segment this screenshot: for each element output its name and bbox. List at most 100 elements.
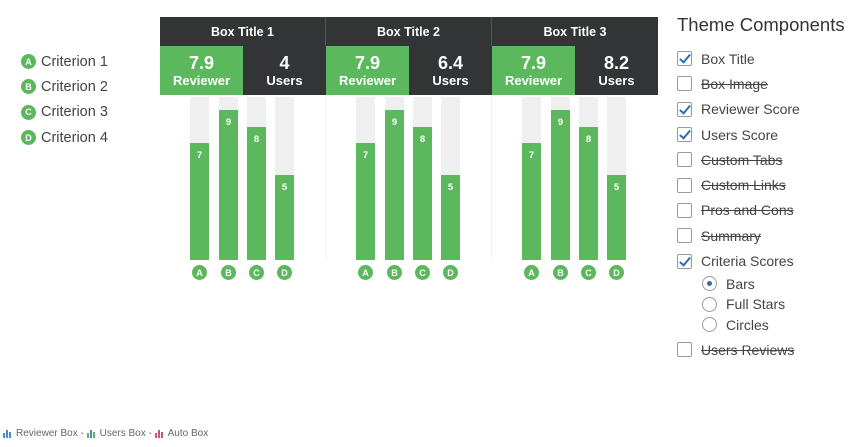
bar-fill: 9: [385, 110, 404, 260]
checkbox[interactable]: [677, 101, 692, 117]
bar-fill: 5: [275, 175, 294, 260]
bar-criterion-badge: D: [443, 265, 458, 280]
bar-track: 9: [551, 97, 570, 260]
users-score-value: 8.2: [603, 52, 630, 73]
checkbox[interactable]: [677, 342, 692, 358]
bar-value: 9: [557, 117, 564, 128]
bar-value: 9: [391, 117, 398, 128]
box-title: Box Title 2: [326, 17, 492, 46]
checkbox[interactable]: [677, 152, 692, 168]
review-box-3: Box Title 3 7.9 Reviewer 8.2 Users 7 A 9 B 8…: [492, 17, 658, 285]
option-label: Custom Links: [701, 177, 786, 194]
bar-value: 8: [585, 134, 592, 145]
criteria-bars: 7 A 9 B 8 C 5 D: [160, 95, 326, 285]
theme-options-list: Box Title Box Image Reviewer Score Users Sc…: [677, 46, 850, 274]
checkbox[interactable]: [677, 76, 692, 92]
criterion-badge: D: [21, 130, 36, 146]
score-row: 7.9 Reviewer 4 Users: [160, 46, 326, 95]
auto-box-link[interactable]: Auto Box: [167, 428, 209, 439]
criteria-legend: A Criterion 1 B Criterion 2 C Criterion …: [21, 49, 108, 150]
option-users-reviews[interactable]: Users Reviews: [677, 337, 850, 362]
option-criteria-scores[interactable]: Criteria Scores: [677, 248, 850, 273]
bar-criterion-badge: A: [358, 265, 373, 280]
bar-value: 7: [528, 150, 535, 161]
footer-separator: -: [77, 428, 87, 439]
bar-track: 7: [356, 97, 375, 260]
reviewer-score-label: Reviewer: [172, 72, 231, 88]
radio-button[interactable]: [702, 296, 717, 312]
option-pros-and-cons[interactable]: Pros and Cons: [677, 198, 850, 223]
bar-criterion-badge: B: [553, 265, 568, 280]
option-label: Full Stars: [726, 296, 786, 313]
bar-track: 7: [190, 97, 209, 260]
option-label: Reviewer Score: [701, 101, 800, 118]
box-title: Box Title 1: [160, 17, 326, 46]
option-label: Box Title: [701, 50, 755, 67]
checkbox[interactable]: [677, 202, 692, 218]
bar-fill: 9: [219, 110, 238, 260]
criteria-style-bars[interactable]: Bars: [702, 274, 850, 295]
bar-criterion-badge: A: [192, 265, 207, 280]
criteria-style-options: Bars Full Stars Circles: [677, 274, 850, 336]
checkbox[interactable]: [677, 253, 692, 269]
theme-options-list-end: Users Reviews: [677, 337, 850, 362]
radio-button[interactable]: [702, 276, 717, 292]
option-label: Bars: [726, 275, 755, 292]
legend-item: D Criterion 4: [21, 125, 108, 150]
option-custom-tabs[interactable]: Custom Tabs: [677, 147, 850, 172]
reviewer-score-value: 7.9: [354, 52, 381, 73]
bar-fill: 7: [190, 143, 209, 260]
bar-value: 5: [613, 182, 620, 193]
bar-fill: 9: [551, 110, 570, 260]
review-boxes: Box Title 1 7.9 Reviewer 4 Users 7 A 9 B 8 C 5…: [160, 17, 658, 285]
option-box-title[interactable]: Box Title: [677, 46, 850, 71]
option-reviewer-score[interactable]: Reviewer Score: [677, 97, 850, 122]
option-summary[interactable]: Summary: [677, 223, 850, 248]
reviewer-score-label: Reviewer: [338, 72, 397, 88]
box-title: Box Title 3: [492, 17, 658, 46]
option-label: Summary: [701, 227, 761, 244]
bar-fill: 5: [607, 175, 626, 260]
criteria-bars: 7 A 9 B 8 C 5 D: [492, 95, 658, 285]
bar-value: 7: [196, 150, 203, 161]
bar-track: 9: [385, 97, 404, 260]
chart-icon: [86, 429, 97, 438]
bar-criterion-badge: B: [221, 265, 236, 280]
bar-value: 8: [253, 134, 260, 145]
users-score: 8.2 Users: [575, 46, 658, 95]
bar-fill: 8: [247, 127, 266, 260]
criteria-style-full-stars[interactable]: Full Stars: [702, 294, 850, 315]
reviewer-score: 7.9 Reviewer: [160, 46, 243, 95]
users-score-value: 6.4: [437, 52, 464, 73]
legend-item: C Criterion 3: [21, 100, 108, 125]
users-score: 6.4 Users: [409, 46, 492, 95]
checkbox[interactable]: [677, 177, 692, 193]
bar-track: 8: [247, 97, 266, 260]
checkbox[interactable]: [677, 228, 692, 244]
radio-button[interactable]: [702, 317, 717, 333]
reviewer-score: 7.9 Reviewer: [492, 46, 575, 95]
criterion-badge: C: [21, 104, 36, 120]
criteria-bars: 7 A 9 B 8 C 5 D: [326, 95, 492, 285]
theme-components-title: Theme Components: [677, 14, 845, 35]
legend-item: B Criterion 2: [21, 74, 108, 99]
bar-track: 8: [579, 97, 598, 260]
reviewer-score-value: 7.9: [520, 52, 547, 73]
option-custom-links[interactable]: Custom Links: [677, 172, 850, 197]
option-box-image[interactable]: Box Image: [677, 71, 850, 96]
checkbox[interactable]: [677, 127, 692, 143]
chart-icon: [154, 429, 165, 438]
theme-components-panel: Theme Components Box Title Box Image Revie…: [677, 14, 850, 362]
review-box-2: Box Title 2 7.9 Reviewer 6.4 Users 7 A 9 B 8…: [326, 17, 492, 285]
criteria-style-circles[interactable]: Circles: [702, 315, 850, 336]
option-users-score[interactable]: Users Score: [677, 122, 850, 147]
option-label: Box Image: [701, 75, 768, 92]
checkbox[interactable]: [677, 51, 692, 67]
bar-criterion-badge: B: [387, 265, 402, 280]
bar-value: 7: [362, 150, 369, 161]
criterion-badge: B: [21, 79, 36, 95]
reviewer-box-link[interactable]: Reviewer Box: [16, 428, 78, 439]
bar-criterion-badge: D: [609, 265, 624, 280]
reviewer-score: 7.9 Reviewer: [326, 46, 409, 95]
users-box-link[interactable]: Users Box: [99, 428, 146, 439]
